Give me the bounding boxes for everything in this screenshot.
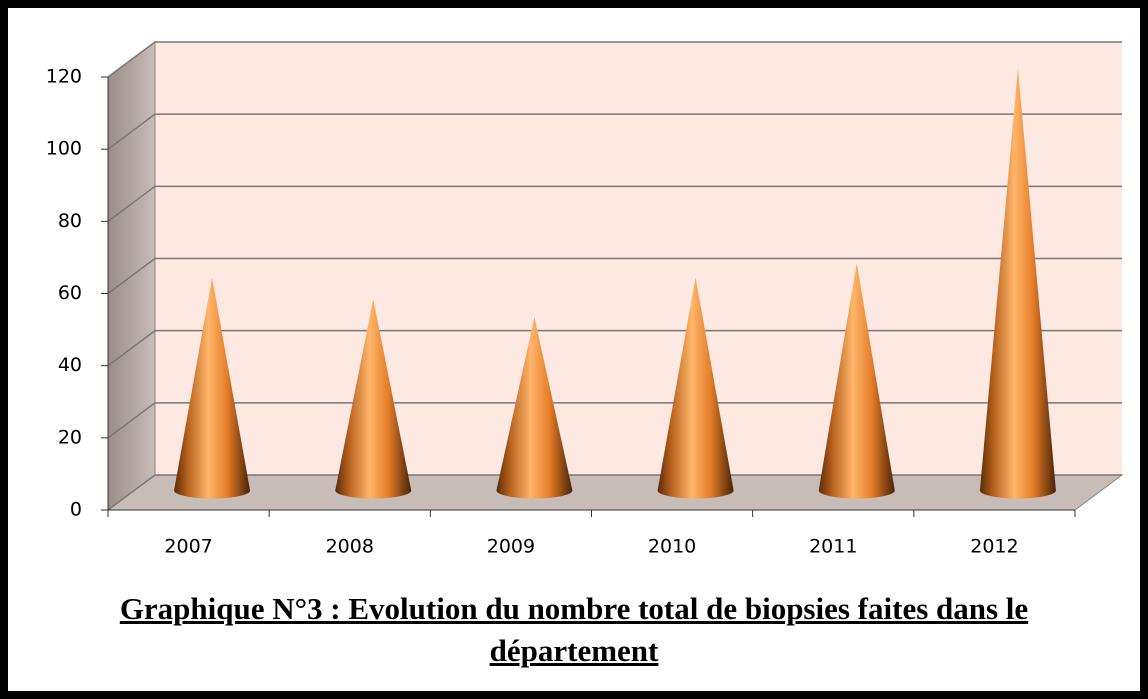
grid-line (107, 185, 1122, 222)
grid-line (107, 113, 1122, 150)
x-tick-label: 2011 (809, 536, 857, 558)
y-tick-label: 120 (46, 66, 82, 88)
x-tick-label: 2010 (648, 536, 696, 558)
cone (818, 263, 895, 499)
cone-body (657, 277, 734, 499)
chart-title: Graphique N°3 : Evolution du nombre tota… (119, 591, 1029, 668)
floor (106, 474, 1124, 511)
grid-line (107, 257, 1122, 295)
x-tick-label: 2007 (164, 536, 212, 558)
x-tick-label: 2012 (970, 536, 1018, 558)
grid-line (107, 474, 1122, 511)
x-tick-label: 2009 (487, 536, 535, 558)
y-tick-label: 0 (70, 499, 82, 521)
y-tick-label: 40 (58, 354, 82, 376)
cone-body (496, 317, 573, 499)
grid-line (107, 329, 1122, 367)
x-tick-label: 2008 (326, 536, 374, 558)
cone-body (335, 299, 412, 499)
cone-body (818, 263, 895, 499)
cone (657, 277, 734, 499)
y-tick-label: 80 (58, 210, 82, 232)
cone (979, 68, 1056, 499)
grid-line (107, 41, 1122, 78)
y-tick-label: 100 (46, 138, 82, 160)
y-tick-label: 20 (58, 426, 82, 448)
cone-body (174, 277, 251, 499)
cone (496, 317, 573, 499)
cone-body (979, 68, 1056, 499)
y-tick-label: 60 (58, 282, 82, 304)
cone (174, 277, 251, 499)
cone (335, 299, 412, 499)
grid-line (107, 402, 1122, 439)
